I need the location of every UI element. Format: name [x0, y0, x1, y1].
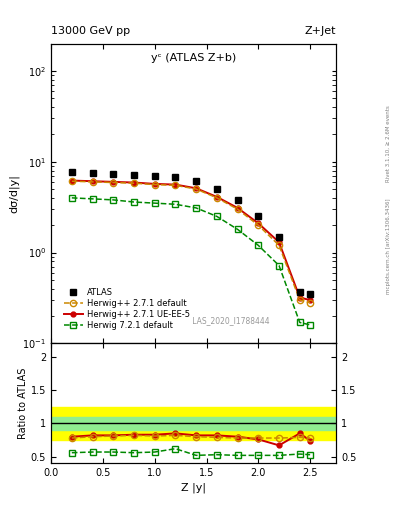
X-axis label: Z |y|: Z |y| — [181, 482, 206, 493]
Y-axis label: dσ/d|y|: dσ/d|y| — [9, 174, 20, 213]
Text: ATLAS_2020_I1788444: ATLAS_2020_I1788444 — [184, 316, 271, 326]
Bar — [51, 417, 336, 430]
Text: 13000 GeV pp: 13000 GeV pp — [51, 26, 130, 36]
Legend: ATLAS, Herwig++ 2.7.1 default, Herwig++ 2.7.1 UE-EE-5, Herwig 7.2.1 default: ATLAS, Herwig++ 2.7.1 default, Herwig++ … — [61, 284, 193, 333]
Text: Rivet 3.1.10, ≥ 2.6M events: Rivet 3.1.10, ≥ 2.6M events — [386, 105, 391, 182]
Text: mcplots.cern.ch [arXiv:1306.3436]: mcplots.cern.ch [arXiv:1306.3436] — [386, 198, 391, 293]
Text: Z+Jet: Z+Jet — [305, 26, 336, 36]
Text: yᶜ (ATLAS Z+b): yᶜ (ATLAS Z+b) — [151, 53, 236, 62]
Bar — [51, 407, 336, 440]
Y-axis label: Ratio to ATLAS: Ratio to ATLAS — [18, 368, 28, 439]
